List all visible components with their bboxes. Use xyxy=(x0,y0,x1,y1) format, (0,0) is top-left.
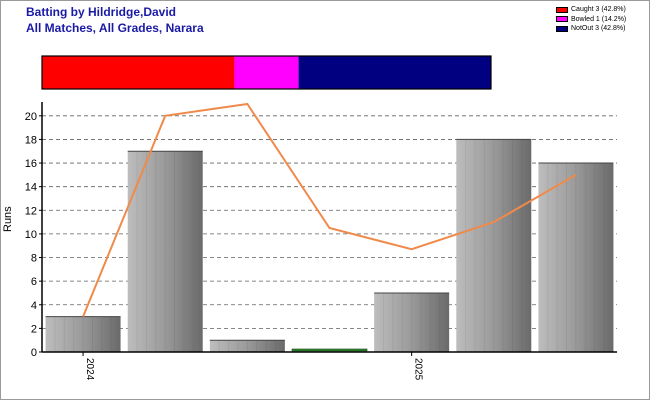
bar xyxy=(374,292,450,352)
legend-item-caught: Caught 3 (42.8%) xyxy=(556,5,626,15)
bar xyxy=(291,348,368,352)
legend-item-notout: NotOut 3 (42.8%) xyxy=(556,24,626,34)
y-tick-label: 4 xyxy=(31,300,37,312)
legend-item-bowled: Bowled 1 (14.2%) xyxy=(556,15,626,25)
legend-label-notout: NotOut 3 (42.8%) xyxy=(571,25,626,32)
chart-title: Batting by Hildridge,David All Matches, … xyxy=(26,4,204,36)
y-axis-label: Runs xyxy=(2,206,14,232)
average-line xyxy=(82,102,577,317)
chart-title-line2: All Matches, All Grades, Narara xyxy=(26,21,204,35)
y-tick-label: 2 xyxy=(31,323,37,335)
x-tick-label: 2025 xyxy=(413,358,424,381)
y-tick-label: 8 xyxy=(31,253,37,265)
bar xyxy=(538,163,614,352)
y-tick-label: 12 xyxy=(25,205,37,217)
bar xyxy=(127,151,203,352)
bar xyxy=(209,340,285,352)
bar xyxy=(45,316,121,352)
legend: Caught 3 (42.8%) Bowled 1 (14.2%) NotOut… xyxy=(556,5,626,34)
chart-title-line1: Batting by Hildridge,David xyxy=(26,5,177,19)
y-tick-label: 20 xyxy=(25,111,37,123)
bar xyxy=(456,139,532,352)
legend-swatch-bowled xyxy=(556,16,568,23)
dismissal-segment-notout xyxy=(298,56,491,89)
y-tick-label: 16 xyxy=(25,158,37,170)
y-tick-label: 14 xyxy=(25,182,37,194)
legend-label-caught: Caught 3 (42.8%) xyxy=(571,6,626,13)
x-tick-label: 2024 xyxy=(84,358,95,381)
legend-label-bowled: Bowled 1 (14.2%) xyxy=(571,15,627,23)
y-tick-label: 0 xyxy=(31,347,37,359)
y-tick-label: 18 xyxy=(25,134,37,146)
y-tick-label: 6 xyxy=(31,276,37,288)
legend-swatch-caught xyxy=(556,6,568,13)
dismissal-segment-bowled xyxy=(234,56,299,89)
legend-swatch-notout xyxy=(556,25,568,32)
y-tick-label: 10 xyxy=(25,229,37,241)
dismissal-segment-caught xyxy=(42,56,235,89)
dismissal-bar-outline xyxy=(41,55,492,90)
